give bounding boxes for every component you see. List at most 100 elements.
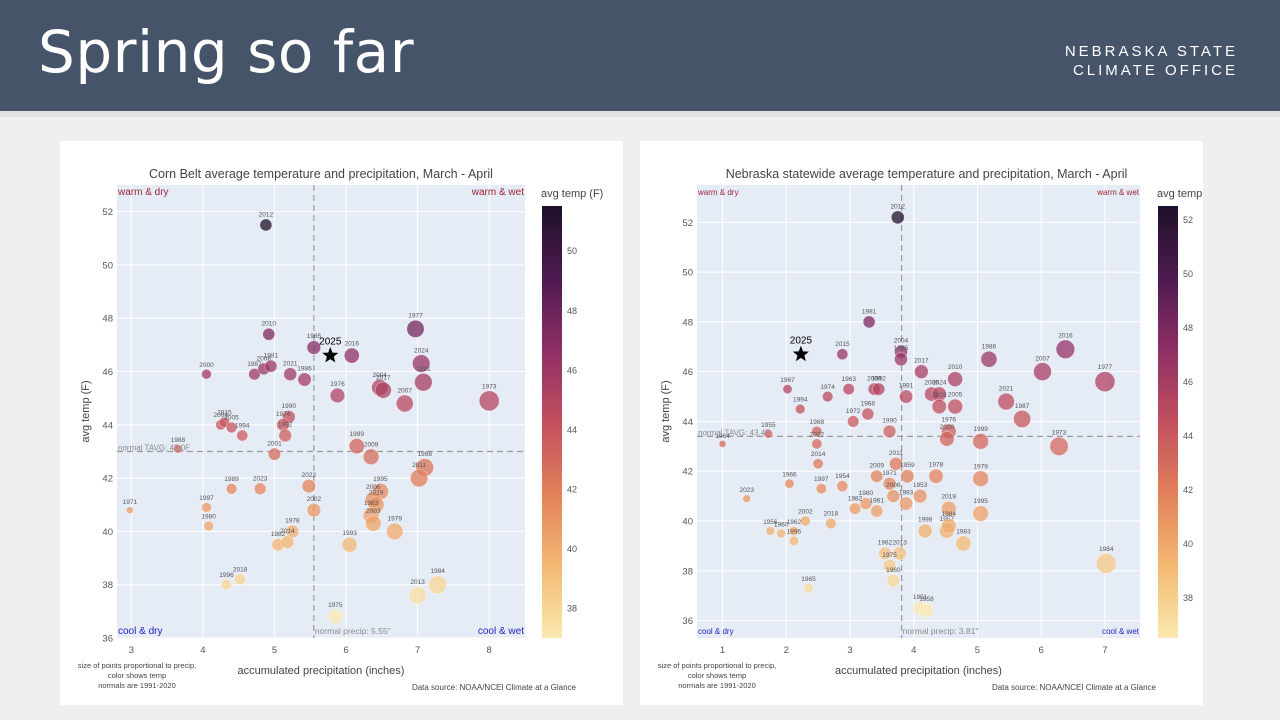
data-point bbox=[917, 523, 933, 539]
x-tick-label: 1 bbox=[720, 645, 725, 656]
point-year-label: 2012 bbox=[891, 203, 906, 210]
x-tick-label: 4 bbox=[200, 645, 205, 656]
point-year-label: 1992 bbox=[278, 422, 293, 429]
data-point bbox=[203, 520, 214, 532]
data-point bbox=[262, 327, 276, 341]
data-point bbox=[306, 502, 321, 518]
point-year-label: 2007 bbox=[398, 388, 413, 395]
data-point bbox=[886, 489, 901, 503]
data-point bbox=[297, 372, 312, 387]
data-point bbox=[280, 535, 295, 549]
scatter-chart: Nebraska statewide average temperature a… bbox=[658, 167, 1220, 692]
point-year-label: 1998 bbox=[918, 517, 933, 524]
scatter-chart: Corn Belt average temperature and precip… bbox=[78, 167, 604, 692]
data-point bbox=[236, 429, 249, 442]
point-year-label: 1968 bbox=[861, 401, 876, 408]
point-year-label: 1975 bbox=[882, 552, 897, 559]
point-year-label: 1953 bbox=[913, 482, 928, 489]
data-point bbox=[201, 369, 212, 380]
colorbar-title: avg temp (F) bbox=[1157, 188, 1203, 200]
org-name-line1: NEBRASKA STATE bbox=[1064, 43, 1238, 60]
point-year-label: 1977 bbox=[408, 313, 423, 320]
y-tick-label: 36 bbox=[102, 634, 113, 645]
point-year-label: 2002 bbox=[798, 509, 813, 516]
x-tick-label: 4 bbox=[911, 645, 916, 656]
x-tick-label: 8 bbox=[487, 645, 492, 656]
point-year-label: 1966 bbox=[782, 472, 797, 479]
point-year-label: 1995 bbox=[373, 476, 388, 483]
point-year-label: 2019 bbox=[369, 489, 384, 496]
data-point bbox=[972, 433, 989, 450]
point-year-label: 1956 bbox=[763, 519, 778, 526]
data-point bbox=[348, 438, 365, 455]
data-point bbox=[811, 426, 823, 437]
point-year-label: 2021 bbox=[283, 360, 298, 367]
footnote-line: size of points proportional to precip, bbox=[658, 661, 776, 670]
point-year-label: 2018 bbox=[233, 566, 248, 573]
colorbar-tick-label: 40 bbox=[1183, 539, 1193, 549]
colorbar-tick-label: 50 bbox=[1183, 269, 1193, 279]
point-year-label: 1976 bbox=[330, 381, 345, 388]
data-point bbox=[882, 424, 897, 439]
point-year-label: 1967 bbox=[780, 377, 795, 384]
data-point bbox=[900, 469, 915, 484]
data-point bbox=[892, 546, 907, 561]
colorbar-tick-label: 38 bbox=[1183, 593, 1193, 603]
data-point bbox=[410, 469, 429, 488]
y-tick-label: 50 bbox=[682, 268, 693, 279]
data-point bbox=[406, 319, 425, 338]
point-year-label: 1964 bbox=[715, 433, 730, 440]
data-point bbox=[329, 387, 346, 404]
footnote-line: size of points proportional to precip, bbox=[78, 661, 196, 670]
colorbar-tick-label: 40 bbox=[567, 544, 577, 554]
data-point bbox=[306, 340, 321, 355]
data-point bbox=[878, 546, 892, 560]
data-point bbox=[882, 559, 897, 573]
point-year-label: 1989 bbox=[224, 476, 239, 483]
footnote-line: normals are 1991-2020 bbox=[98, 681, 176, 690]
data-point bbox=[283, 367, 297, 381]
colorbar-tick-label: 50 bbox=[567, 246, 577, 256]
data-point bbox=[849, 502, 862, 515]
data-point bbox=[795, 403, 806, 415]
corner-label-warm-dry: warm & dry bbox=[117, 187, 169, 198]
data-point bbox=[980, 350, 998, 368]
point-year-label: 1984 bbox=[1099, 546, 1114, 553]
chart-title: Corn Belt average temperature and precip… bbox=[149, 167, 493, 181]
point-year-label: 1978 bbox=[285, 517, 300, 524]
point-year-label: 1987 bbox=[247, 361, 262, 368]
data-point bbox=[931, 399, 947, 414]
current-year-label: 2025 bbox=[319, 337, 342, 348]
data-point bbox=[972, 470, 989, 487]
point-year-label: 1990 bbox=[882, 418, 897, 425]
point-year-label: 1973 bbox=[482, 383, 497, 390]
point-year-label: 1972 bbox=[846, 408, 861, 415]
data-point bbox=[414, 373, 433, 392]
data-point bbox=[894, 352, 908, 367]
data-point bbox=[928, 468, 944, 484]
data-point bbox=[268, 447, 281, 461]
data-point bbox=[997, 392, 1015, 411]
point-year-label: 1974 bbox=[276, 411, 291, 418]
data-point bbox=[362, 448, 380, 465]
data-point bbox=[428, 575, 448, 595]
point-year-label: 1961 bbox=[870, 497, 885, 504]
point-year-label: 1978 bbox=[929, 462, 944, 469]
nebraska-chart-panel: Nebraska statewide average temperature a… bbox=[640, 141, 1220, 705]
x-tick-label: 7 bbox=[1102, 645, 1107, 656]
point-year-label: 1958 bbox=[919, 596, 934, 603]
y-tick-label: 44 bbox=[102, 420, 113, 431]
point-year-label: 1999 bbox=[973, 426, 988, 433]
data-point bbox=[939, 431, 955, 447]
point-year-label: 1980 bbox=[201, 514, 216, 521]
point-year-label: 1999 bbox=[350, 431, 365, 438]
point-year-label: 1959 bbox=[900, 462, 915, 469]
data-point bbox=[886, 574, 901, 588]
data-point bbox=[254, 482, 267, 495]
point-year-label: 2024 bbox=[414, 347, 429, 354]
data-point bbox=[776, 528, 786, 539]
data-point bbox=[947, 398, 963, 415]
x-axis-label: accumulated precipitation (inches) bbox=[835, 665, 1002, 677]
y-tick-label: 48 bbox=[682, 317, 693, 328]
